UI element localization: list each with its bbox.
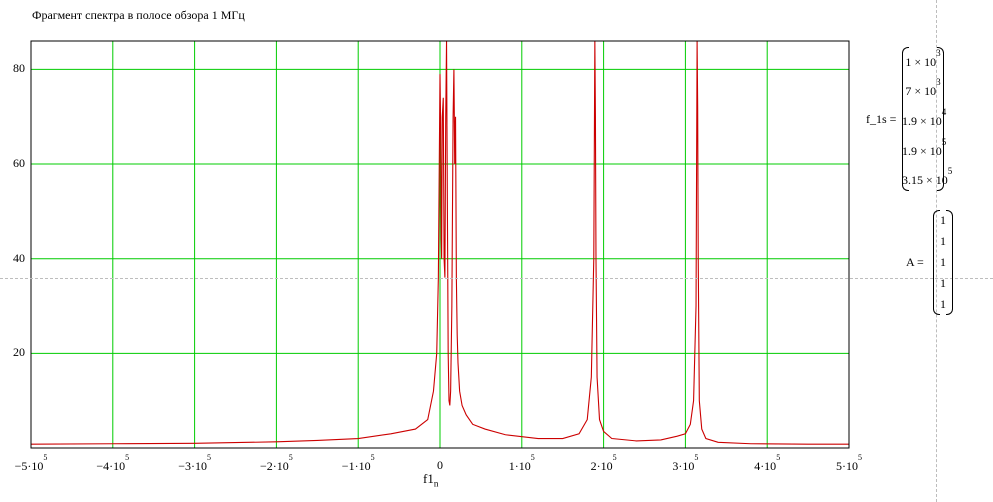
A-value: 1 xyxy=(940,213,946,227)
f1s-matrix[interactable]: 1 × 103 7 × 103 1.9 × 104 1.9 × 105 3.15… xyxy=(902,47,953,191)
x-tick-label: 4·105 xyxy=(754,453,781,473)
A-matrix[interactable]: 1 1 1 1 1 xyxy=(933,210,953,315)
region-divider-vertical xyxy=(936,0,937,502)
A-value: 1 xyxy=(940,297,946,311)
y-tick-label: 80 xyxy=(13,61,25,76)
f1s-value: 3.15 × 105 xyxy=(902,166,953,187)
f1s-label: f_1s = xyxy=(866,112,897,126)
x-tick-label: 2·105 xyxy=(590,453,617,473)
f1s-value: 1.9 × 104 xyxy=(902,107,947,128)
y-tick-label: 60 xyxy=(13,156,25,171)
x-tick-label: 3·105 xyxy=(672,453,699,473)
x-tick-label: 0 xyxy=(437,458,443,472)
y-tick-label: 20 xyxy=(13,345,25,360)
y-tick-label: 40 xyxy=(13,250,25,265)
plot-frame xyxy=(30,40,850,449)
A-value: 1 xyxy=(940,255,946,269)
f1s-value: 1 × 103 xyxy=(905,48,941,69)
x-tick-label: −2·105 xyxy=(260,453,293,473)
A-value: 1 xyxy=(940,234,946,248)
f1s-value: 7 × 103 xyxy=(905,77,941,98)
page-title: Фрагмент спектра в полосе обзора 1 МГц xyxy=(32,8,245,22)
x-tick-label: −5·105 xyxy=(14,453,48,473)
A-label: A = xyxy=(906,255,924,269)
x-tick-label: −1·105 xyxy=(341,453,375,473)
x-tick-label: 5·105 xyxy=(836,453,862,473)
x-tick-label: −3·105 xyxy=(178,453,211,473)
region-divider-horizontal xyxy=(0,278,993,279)
x-tick-label: −4·105 xyxy=(96,453,130,473)
x-axis-label: f1n xyxy=(423,471,439,489)
series-line xyxy=(30,40,849,445)
x-tick-label: 1·105 xyxy=(508,453,535,473)
A-value: 1 xyxy=(940,276,946,290)
f1s-value: 1.9 × 105 xyxy=(902,137,947,158)
